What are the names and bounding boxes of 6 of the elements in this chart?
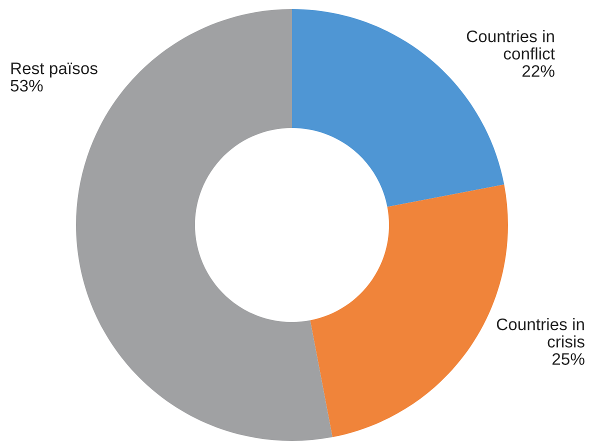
- data-label: 53%: [10, 80, 43, 92]
- slice-label: Rest països: [11, 62, 98, 78]
- data-label: 25%: [552, 353, 584, 365]
- slice-label: Countries in crisis: [496, 318, 584, 348]
- slice-label: Countries in conflict: [466, 30, 555, 60]
- data-label: 22%: [522, 65, 554, 77]
